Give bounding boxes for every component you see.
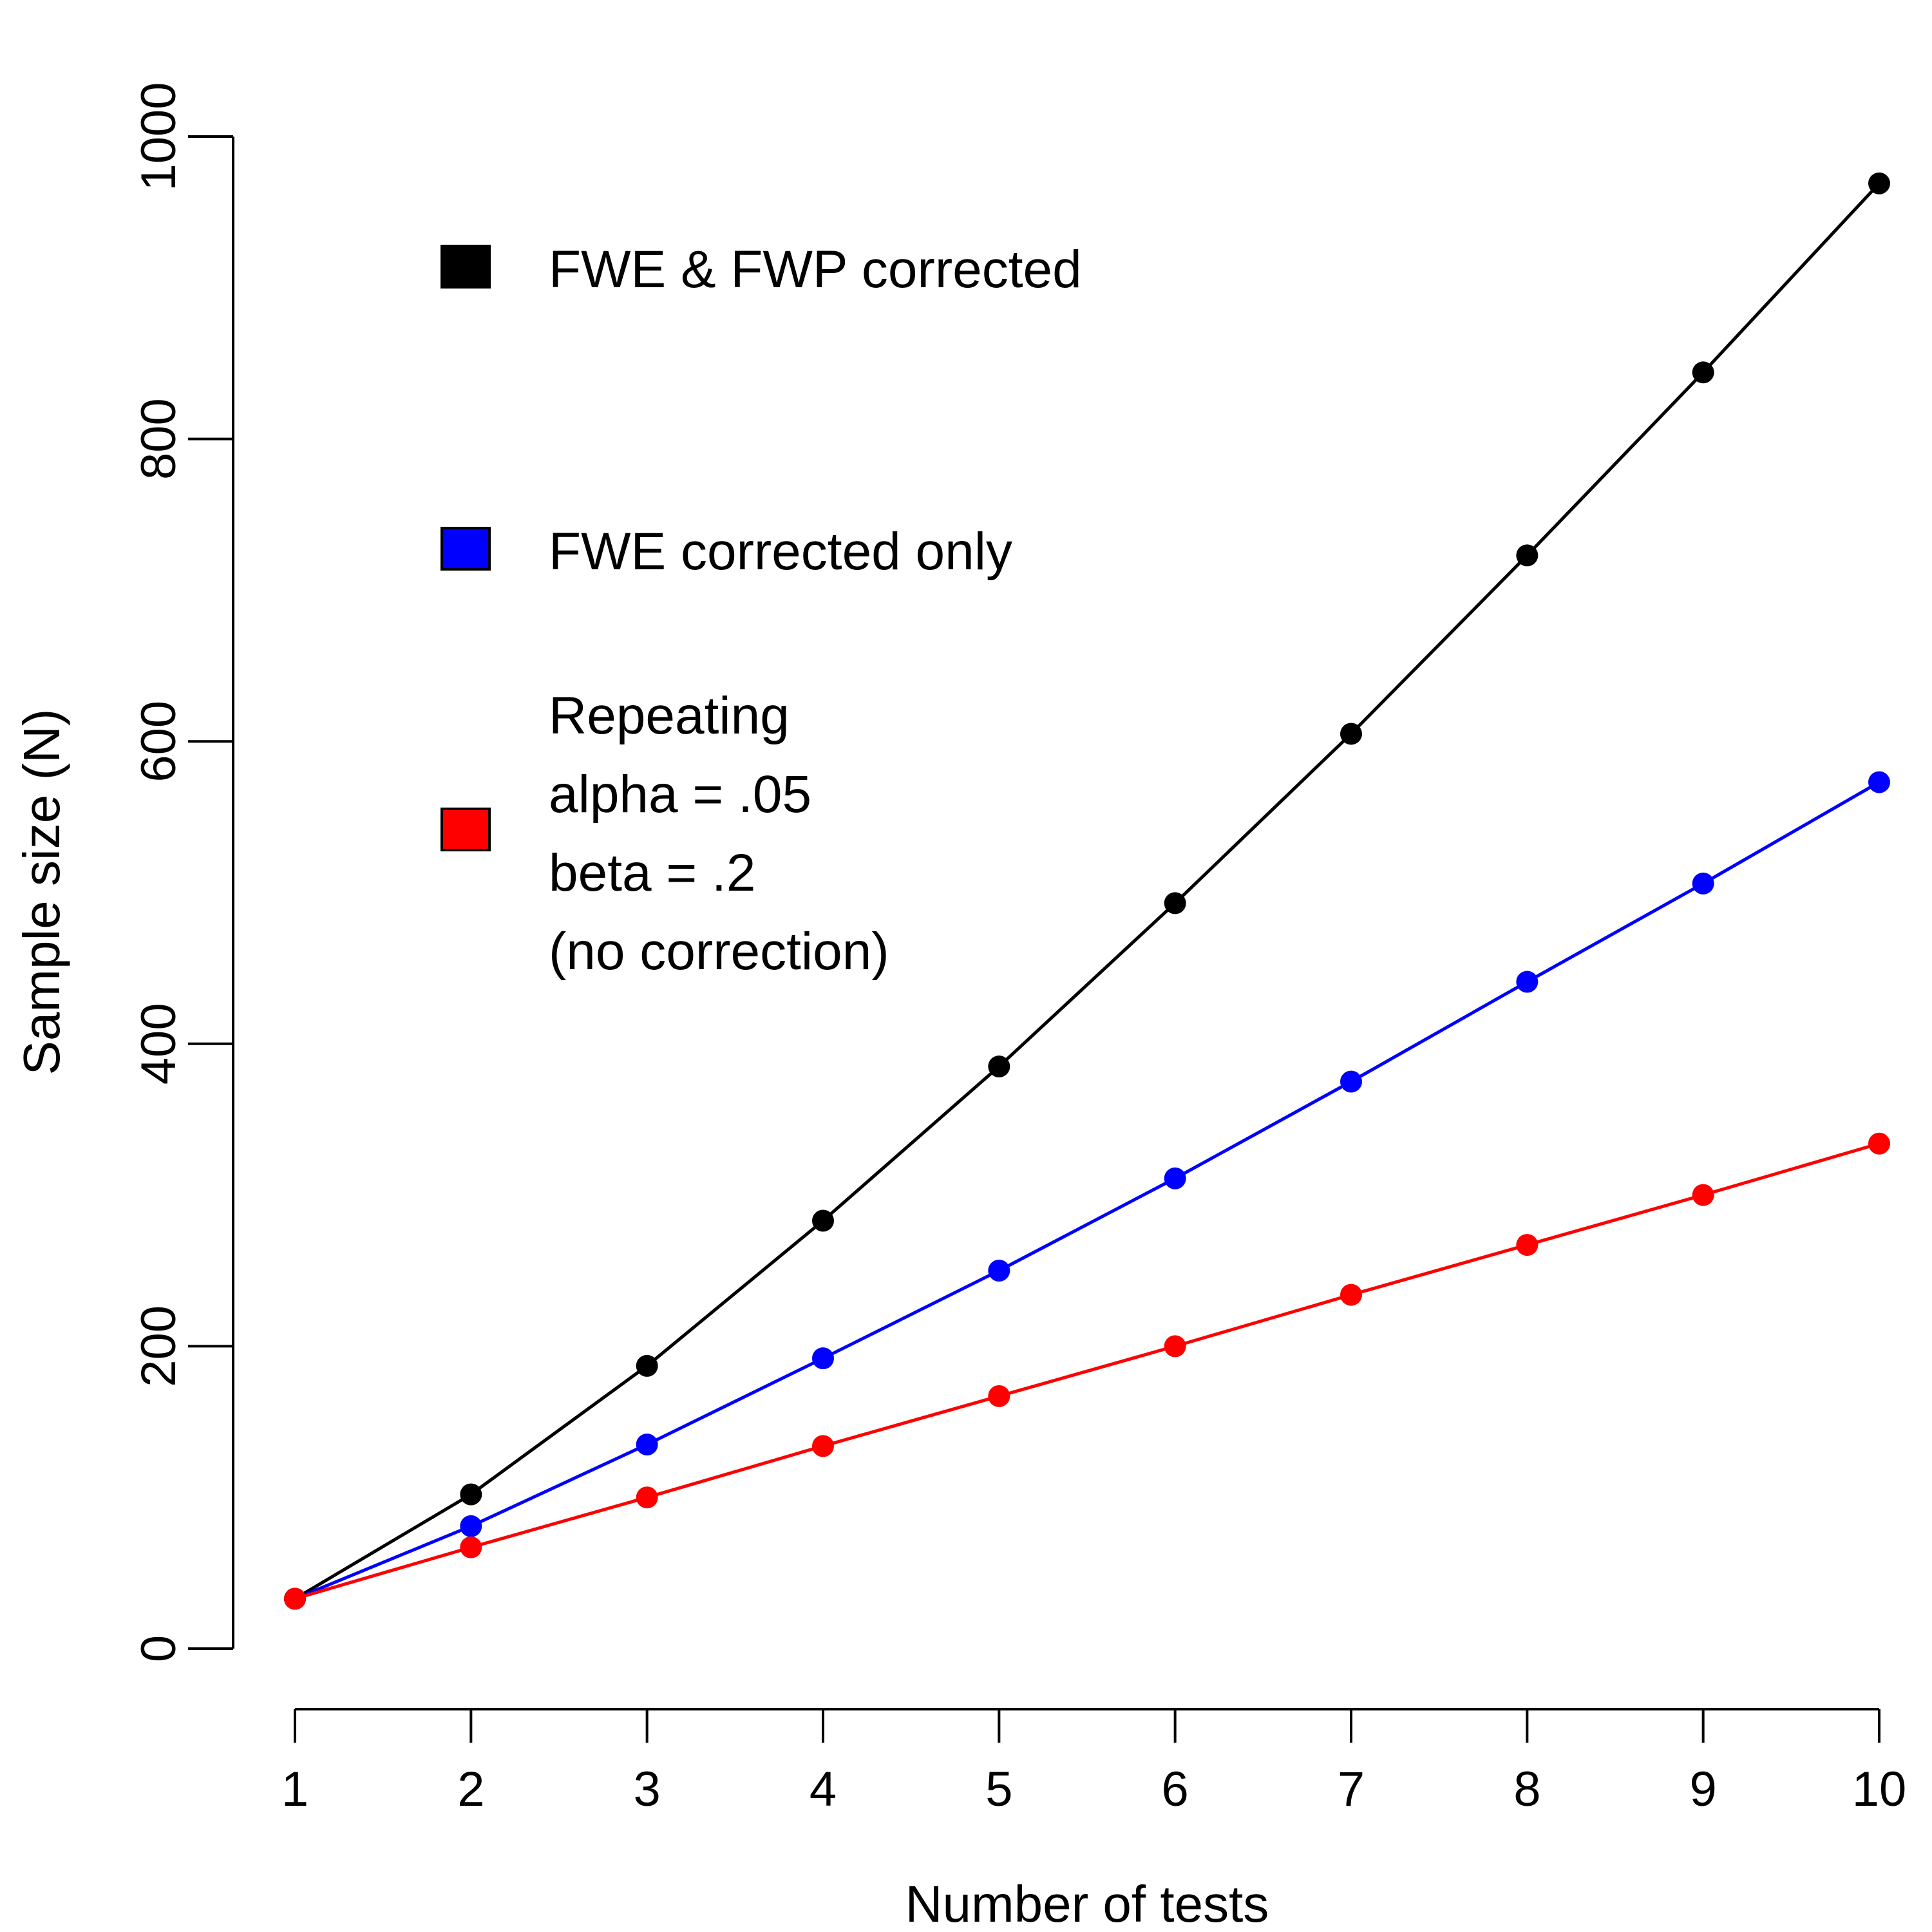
- data-point: [460, 1536, 482, 1558]
- y-tick-label: 800: [131, 398, 186, 480]
- x-tick-label: 2: [457, 1762, 484, 1817]
- data-point: [1692, 872, 1714, 895]
- data-point: [812, 1209, 834, 1232]
- data-point: [1868, 771, 1890, 793]
- data-point: [284, 1587, 306, 1610]
- x-axis-title: Number of tests: [905, 1875, 1269, 1932]
- legend-label: FWE & FWP corrected: [549, 240, 1082, 299]
- legend-item: FWE corrected only: [440, 522, 1012, 581]
- legend-label: FWE corrected only: [549, 522, 1012, 581]
- y-axis-title: Sample size (N): [13, 708, 70, 1075]
- y-axis: 0 200 400 600 800 1000: [131, 82, 234, 1662]
- data-point: [988, 1260, 1010, 1282]
- data-point: [988, 1056, 1010, 1078]
- data-point: [1340, 1283, 1362, 1306]
- series-line: [294, 182, 1880, 1600]
- series-3: [284, 1132, 1890, 1610]
- y-tick-label: 1000: [131, 82, 186, 191]
- data-point: [1692, 1184, 1714, 1206]
- data-point: [1340, 723, 1362, 745]
- x-axis: 1 2 3 4 5 6 7 8 9 10: [281, 1708, 1907, 1817]
- x-tick-label: 4: [810, 1762, 837, 1817]
- plot-area: [284, 172, 1890, 1610]
- series-1: [284, 172, 1890, 1610]
- data-point: [812, 1435, 834, 1457]
- data-point: [988, 1385, 1010, 1407]
- data-point: [1164, 892, 1186, 914]
- data-point: [636, 1486, 658, 1509]
- y-tick-label: 400: [131, 1003, 186, 1084]
- data-point: [812, 1347, 834, 1370]
- legend-item: FWE & FWP corrected: [440, 240, 1082, 299]
- legend-item: Repeating alpha = .05 beta = .2 (no correct…: [440, 687, 889, 981]
- data-point: [1868, 1132, 1890, 1155]
- y-tick-label: 0: [131, 1635, 186, 1662]
- data-point: [636, 1354, 658, 1377]
- data-point: [1164, 1167, 1186, 1189]
- x-tick-label: 8: [1513, 1762, 1540, 1817]
- y-tick-label: 200: [131, 1305, 186, 1387]
- legend-swatch: [440, 808, 491, 851]
- data-point: [1340, 1070, 1362, 1093]
- series-line: [294, 781, 1880, 1600]
- x-tick-label: 9: [1690, 1762, 1717, 1817]
- y-tick-label: 600: [131, 701, 186, 782]
- legend: FWE & FWP corrected FWE corrected only Rep…: [440, 240, 1082, 981]
- x-tick-label: 6: [1162, 1762, 1189, 1817]
- legend-label: Repeating alpha = .05 beta = .2 (no correct…: [549, 687, 889, 981]
- data-point: [1692, 361, 1714, 384]
- data-point: [1164, 1335, 1186, 1358]
- x-tick-label: 3: [634, 1762, 661, 1817]
- data-point: [1516, 544, 1539, 567]
- data-point: [1516, 971, 1539, 993]
- data-point: [460, 1483, 482, 1506]
- data-point: [1516, 1234, 1539, 1256]
- data-point: [460, 1515, 482, 1537]
- series-line: [294, 1142, 1880, 1600]
- data-point: [1868, 172, 1890, 194]
- legend-swatch: [440, 245, 491, 289]
- x-tick-label: 5: [985, 1762, 1012, 1817]
- x-tick-label: 7: [1338, 1762, 1365, 1817]
- data-point: [636, 1434, 658, 1456]
- x-tick-label: 1: [281, 1762, 308, 1817]
- series-2: [284, 771, 1890, 1610]
- legend-swatch: [440, 527, 491, 571]
- x-tick-label: 10: [1852, 1762, 1907, 1817]
